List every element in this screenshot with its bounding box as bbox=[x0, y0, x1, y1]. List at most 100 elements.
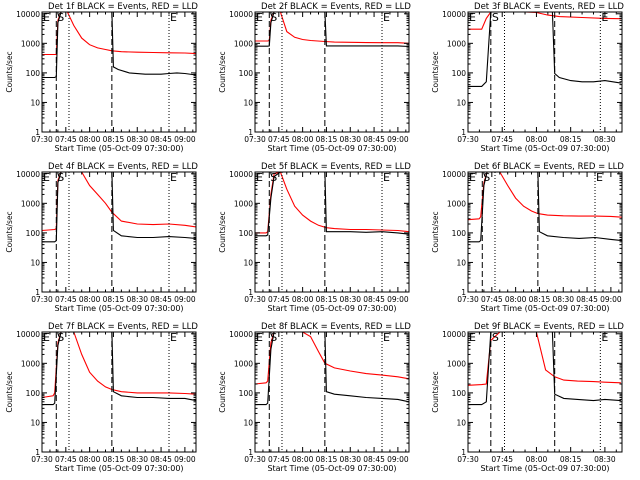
y-tick-label: 10 bbox=[243, 258, 253, 267]
x-tick-label: 08:00 bbox=[79, 135, 101, 144]
y-tick-label: 100 bbox=[26, 229, 41, 238]
y-tick-label: 1 bbox=[35, 128, 40, 137]
x-tick-label: 09:00 bbox=[387, 135, 409, 144]
y-tick-label: 1 bbox=[35, 288, 40, 297]
time-marker-label: S bbox=[270, 171, 277, 184]
y-tick-label: 10 bbox=[243, 418, 253, 427]
y-tick-label: 10 bbox=[30, 98, 40, 107]
x-tick-label: 07:30 bbox=[457, 455, 479, 464]
plot-frame bbox=[467, 331, 623, 453]
x-tick-label: 07:30 bbox=[31, 135, 53, 144]
x-tick-label: 09:00 bbox=[387, 295, 409, 304]
y-tick-label: 1 bbox=[248, 288, 253, 297]
y-tick-label: 10000 bbox=[442, 330, 466, 339]
x-tick-label: 08:45 bbox=[363, 135, 385, 144]
panel-title: Det 9f BLACK = Events, RED = LLD bbox=[474, 322, 624, 332]
x-tick-label: 08:30 bbox=[594, 135, 616, 144]
events-series-line bbox=[255, 331, 410, 406]
y-tick-label: 1 bbox=[461, 448, 466, 457]
panel-title: Det 1f BLACK = Events, RED = LLD bbox=[48, 2, 198, 12]
time-marker-label: E bbox=[170, 11, 177, 24]
panel-title: Det 6f BLACK = Events, RED = LLD bbox=[474, 162, 624, 172]
x-tick-label: 07:30 bbox=[31, 295, 53, 304]
plot-frame bbox=[41, 11, 197, 133]
panel-title: Det 7f BLACK = Events, RED = LLD bbox=[48, 322, 198, 332]
x-tick-label: 08:30 bbox=[339, 135, 361, 144]
plot-frame bbox=[254, 171, 410, 293]
y-tick-label: 100 bbox=[26, 69, 41, 78]
time-marker-label: S bbox=[492, 331, 499, 344]
plot-frame bbox=[254, 11, 410, 133]
x-tick-label: 08:00 bbox=[526, 455, 548, 464]
x-tick-label: 07:45 bbox=[481, 295, 503, 304]
time-marker-label: E bbox=[256, 331, 263, 344]
x-axis-label: Start Time (05-Oct-09 07:30:00) bbox=[54, 464, 183, 473]
y-tick-label: 10000 bbox=[229, 330, 253, 339]
x-tick-label: 08:45 bbox=[576, 295, 598, 304]
events-series-line bbox=[468, 171, 623, 243]
x-tick-label: 08:00 bbox=[526, 135, 548, 144]
x-axis-label: Start Time (05-Oct-09 07:30:00) bbox=[267, 144, 396, 153]
x-tick-label: 08:15 bbox=[103, 455, 125, 464]
time-marker-label: S bbox=[492, 11, 499, 24]
time-marker-label: S bbox=[57, 331, 64, 344]
y-tick-label: 100 bbox=[452, 229, 467, 238]
y-tick-label: 10 bbox=[456, 418, 466, 427]
x-tick-label: 09:00 bbox=[174, 295, 196, 304]
y-axis-label: Counts/sec bbox=[218, 51, 227, 92]
time-marker-label: E bbox=[383, 171, 390, 184]
y-tick-label: 1000 bbox=[447, 39, 466, 48]
y-axis-label: Counts/sec bbox=[218, 371, 227, 412]
lld-series-line bbox=[467, 331, 621, 386]
x-axis-label: Start Time (05-Oct-09 07:30:00) bbox=[480, 144, 609, 153]
y-axis-label: Counts/sec bbox=[431, 51, 440, 92]
time-marker-label: S bbox=[57, 171, 64, 184]
x-tick-label: 09:00 bbox=[600, 295, 622, 304]
y-tick-label: 1000 bbox=[447, 199, 466, 208]
panel-title: Det 2f BLACK = Events, RED = LLD bbox=[261, 2, 411, 12]
x-tick-label: 08:15 bbox=[103, 295, 125, 304]
time-marker-label: E bbox=[383, 331, 390, 344]
y-tick-label: 100 bbox=[239, 389, 254, 398]
y-tick-label: 1000 bbox=[234, 39, 253, 48]
x-axis-label: Start Time (05-Oct-09 07:30:00) bbox=[480, 304, 609, 313]
x-tick-label: 08:30 bbox=[339, 455, 361, 464]
x-tick-label: 07:30 bbox=[457, 135, 479, 144]
y-tick-label: 1000 bbox=[234, 199, 253, 208]
plot-frame bbox=[41, 331, 197, 453]
x-tick-label: 07:30 bbox=[244, 455, 266, 464]
y-tick-label: 100 bbox=[452, 389, 467, 398]
y-axis-label: Counts/sec bbox=[431, 371, 440, 412]
x-tick-label: 08:30 bbox=[126, 135, 148, 144]
y-axis-label: Counts/sec bbox=[5, 211, 14, 252]
x-tick-label: 08:15 bbox=[103, 135, 125, 144]
y-tick-label: 10000 bbox=[229, 10, 253, 19]
time-marker-label: E bbox=[43, 171, 50, 184]
x-tick-label: 07:45 bbox=[55, 135, 77, 144]
y-tick-label: 10000 bbox=[442, 10, 466, 19]
x-tick-label: 08:15 bbox=[316, 135, 338, 144]
x-tick-label: 08:00 bbox=[79, 455, 101, 464]
x-tick-label: 09:00 bbox=[174, 455, 196, 464]
time-marker-label: E bbox=[43, 331, 50, 344]
x-tick-label: 08:45 bbox=[150, 135, 172, 144]
x-tick-label: 08:30 bbox=[339, 295, 361, 304]
x-tick-label: 08:15 bbox=[560, 455, 582, 464]
y-tick-label: 10000 bbox=[16, 330, 40, 339]
time-marker-label: E bbox=[256, 171, 263, 184]
y-tick-label: 10 bbox=[456, 98, 466, 107]
y-tick-label: 10000 bbox=[16, 170, 40, 179]
time-marker-label: E bbox=[256, 11, 263, 24]
lld-series-line bbox=[254, 331, 410, 385]
x-tick-label: 07:45 bbox=[268, 295, 290, 304]
x-axis-label: Start Time (05-Oct-09 07:30:00) bbox=[54, 304, 183, 313]
x-tick-label: 07:30 bbox=[457, 295, 479, 304]
events-series-line bbox=[255, 171, 410, 237]
x-tick-label: 08:00 bbox=[292, 295, 314, 304]
x-tick-label: 08:15 bbox=[316, 295, 338, 304]
y-tick-label: 10000 bbox=[442, 170, 466, 179]
